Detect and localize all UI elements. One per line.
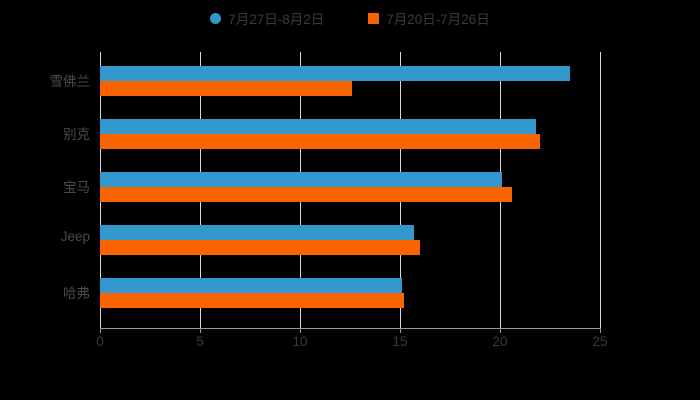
legend-item-series-2[interactable]: 7月20日-7月26日 bbox=[368, 8, 490, 28]
bar-series-2-cat-4[interactable] bbox=[100, 293, 404, 308]
chart-legend: 7月27日-8月2日 7月20日-7月26日 bbox=[0, 8, 700, 28]
bar-series-2-cat-2[interactable] bbox=[100, 187, 512, 202]
bar-series-2-cat-0[interactable] bbox=[100, 81, 352, 96]
square-marker-icon bbox=[368, 12, 380, 24]
x-axis-line bbox=[100, 328, 601, 329]
x-tick-mark-0 bbox=[100, 328, 101, 333]
x-tick-mark-3 bbox=[400, 328, 401, 333]
legend-item-series-1[interactable]: 7月27日-8月2日 bbox=[210, 8, 324, 28]
x-tick-mark-1 bbox=[200, 328, 201, 333]
category-label-2: 宝马 bbox=[63, 180, 90, 195]
x-tick-label-2: 10 bbox=[292, 334, 308, 349]
bar-series-1-cat-2[interactable] bbox=[100, 172, 502, 187]
legend-label-series-2: 7月20日-7月26日 bbox=[386, 12, 490, 27]
x-tick-label-1: 5 bbox=[196, 334, 204, 349]
bar-series-2-cat-1[interactable] bbox=[100, 134, 540, 149]
bar-series-1-cat-3[interactable] bbox=[100, 225, 414, 240]
legend-label-series-1: 7月27日-8月2日 bbox=[228, 12, 325, 27]
circle-marker-icon bbox=[210, 12, 222, 24]
plot-area bbox=[100, 52, 601, 328]
gridline-25 bbox=[600, 52, 601, 328]
x-tick-label-4: 20 bbox=[492, 334, 508, 349]
category-label-3: Jeep bbox=[60, 229, 90, 244]
bar-series-1-cat-4[interactable] bbox=[100, 278, 402, 293]
x-tick-label-5: 25 bbox=[592, 334, 608, 349]
category-label-1: 别克 bbox=[63, 127, 90, 142]
x-tick-label-3: 15 bbox=[392, 334, 408, 349]
category-axis-labels: 雪佛兰 别克 宝马 Jeep 哈弗 bbox=[0, 52, 91, 328]
category-label-0: 雪佛兰 bbox=[49, 74, 91, 89]
bar-series-2-cat-3[interactable] bbox=[100, 240, 420, 255]
x-tick-mark-4 bbox=[500, 328, 501, 333]
x-tick-label-0: 0 bbox=[96, 334, 104, 349]
bar-series-1-cat-0[interactable] bbox=[100, 66, 570, 81]
bar-series-1-cat-1[interactable] bbox=[100, 119, 536, 134]
x-tick-mark-2 bbox=[300, 328, 301, 333]
category-label-4: 哈弗 bbox=[63, 286, 90, 301]
x-tick-mark-5 bbox=[600, 328, 601, 333]
